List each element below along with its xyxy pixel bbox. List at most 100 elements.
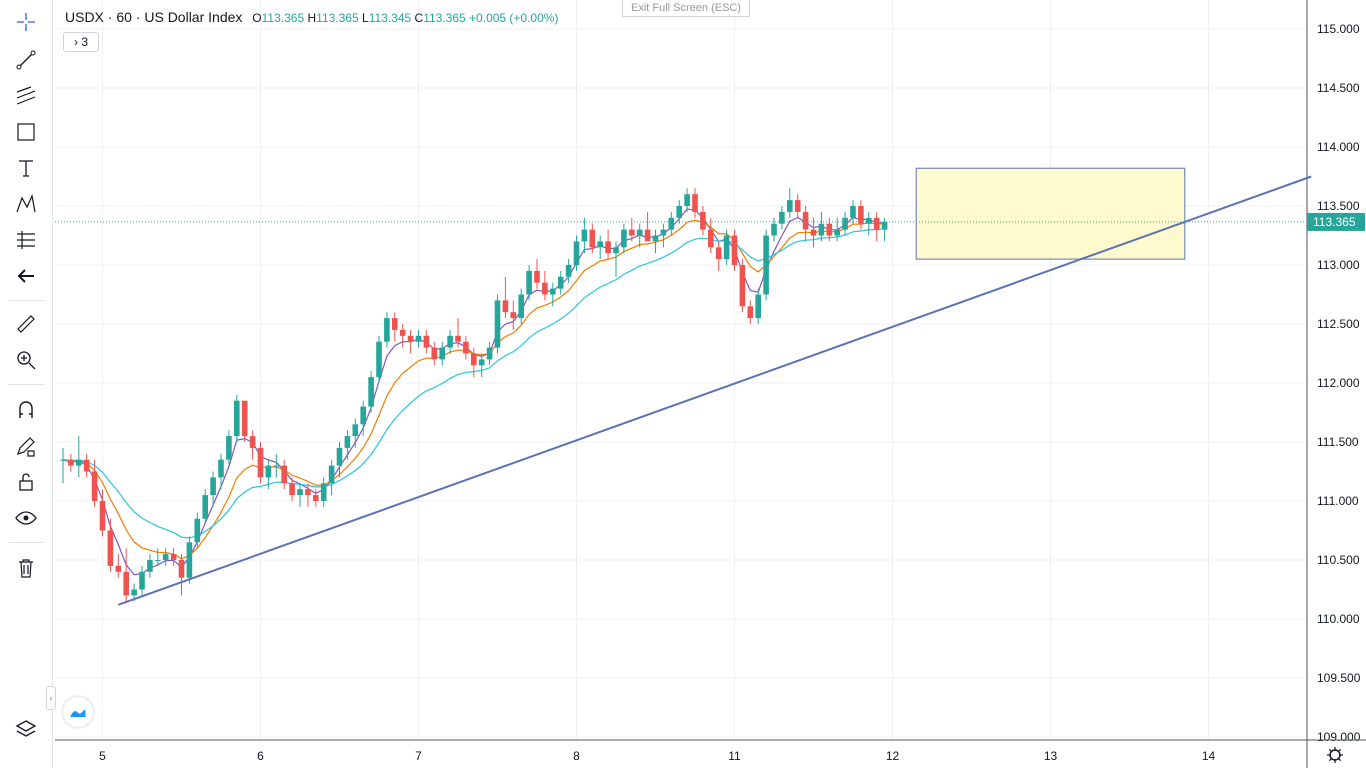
eye-icon[interactable] bbox=[10, 504, 42, 532]
candle-body bbox=[881, 221, 888, 230]
candle-body bbox=[91, 471, 98, 501]
candle-body bbox=[76, 459, 82, 466]
candle-body bbox=[352, 424, 359, 437]
symbol-title: USDX · 60 · US Dollar Index bbox=[65, 9, 243, 25]
candle-body bbox=[399, 329, 406, 336]
candle-body bbox=[194, 518, 201, 543]
candle-body bbox=[273, 465, 280, 467]
tradingview-logo-icon[interactable] bbox=[63, 697, 93, 727]
y-tick-label: 115.000 bbox=[1317, 22, 1360, 36]
edit-lock-icon[interactable] bbox=[10, 432, 42, 460]
lock-icon[interactable] bbox=[10, 468, 42, 496]
candle-body bbox=[447, 335, 453, 348]
rectangle-icon[interactable] bbox=[10, 118, 42, 146]
candle-body bbox=[115, 565, 122, 572]
candle-body bbox=[99, 501, 106, 531]
candle-body bbox=[700, 211, 706, 230]
last-price-label: 113.365 bbox=[1313, 215, 1356, 229]
candle-body bbox=[249, 436, 256, 448]
trend-line-icon[interactable] bbox=[10, 46, 42, 74]
candle-body bbox=[542, 282, 548, 295]
layers-icon[interactable] bbox=[10, 716, 42, 744]
y-tick-label: 114.000 bbox=[1317, 140, 1360, 154]
candle-body bbox=[660, 229, 667, 236]
candle-body bbox=[68, 459, 74, 466]
candle-body bbox=[589, 229, 596, 248]
exit-fullscreen-button[interactable]: Exit Full Screen (ESC) bbox=[622, 0, 750, 17]
x-tick-label: 6 bbox=[257, 749, 264, 763]
last-price-tag bbox=[1307, 212, 1365, 231]
chart-legend: USDX · 60 · US Dollar Index O113.365 H11… bbox=[65, 9, 558, 25]
candle-body bbox=[257, 447, 264, 478]
y-tick-label: 111.500 bbox=[1317, 435, 1359, 449]
candle-body bbox=[873, 217, 880, 230]
candle-body bbox=[644, 229, 651, 242]
magnet-icon[interactable] bbox=[10, 396, 42, 424]
candle-body bbox=[297, 489, 303, 496]
text-icon[interactable] bbox=[10, 154, 42, 182]
candle-body bbox=[763, 235, 769, 295]
candlestick-chart[interactable]: 115.000 114.500 114.000 113.500 113.000 112.5… bbox=[55, 0, 1366, 768]
candle-body bbox=[668, 217, 675, 230]
trend-line bbox=[117, 175, 1312, 606]
candle-body bbox=[834, 229, 840, 236]
candle-body bbox=[60, 459, 66, 461]
indicator-collapse-button[interactable]: › 3 bbox=[63, 32, 99, 52]
candle-body bbox=[218, 459, 224, 478]
ruler-icon[interactable] bbox=[10, 310, 42, 338]
crosshair-icon[interactable] bbox=[10, 8, 42, 36]
candle-body bbox=[486, 347, 493, 360]
candle-body bbox=[376, 341, 382, 378]
candle-body bbox=[613, 247, 619, 254]
candle-body bbox=[170, 554, 177, 560]
change-value: +0.005 (+0.00%) bbox=[469, 11, 559, 25]
high-value: 113.365 bbox=[316, 11, 359, 25]
candle-body bbox=[850, 206, 856, 218]
candle-body bbox=[439, 347, 445, 360]
pattern-icon[interactable] bbox=[10, 190, 42, 218]
exit-fullscreen-label: Exit Full Screen (ESC) bbox=[630, 2, 742, 14]
fib-icon[interactable] bbox=[10, 82, 42, 110]
candle-body bbox=[510, 312, 517, 319]
candle-body bbox=[518, 294, 524, 319]
y-tick-label: 110.500 bbox=[1317, 553, 1360, 567]
candle-body bbox=[866, 217, 872, 224]
low-value: 113.345 bbox=[368, 11, 412, 25]
candle-body bbox=[502, 300, 509, 313]
y-tick-label: 114.500 bbox=[1317, 81, 1360, 95]
candle-body bbox=[471, 353, 477, 366]
candle-body bbox=[526, 270, 532, 295]
zoom-in-icon[interactable] bbox=[10, 346, 42, 374]
candle-body bbox=[226, 436, 232, 460]
candle-body bbox=[747, 306, 754, 319]
back-arrow-icon[interactable] bbox=[10, 262, 42, 290]
candle-body bbox=[478, 359, 485, 366]
forecast-icon[interactable] bbox=[10, 226, 42, 254]
candle-body bbox=[123, 571, 129, 596]
x-tick-label: 11 bbox=[728, 749, 741, 763]
settings-gear-center bbox=[1331, 751, 1339, 759]
candle-body bbox=[202, 495, 208, 519]
candle-body bbox=[715, 247, 722, 260]
candle-body bbox=[842, 217, 848, 230]
x-tick-label: 13 bbox=[1044, 749, 1058, 763]
x-tick-label: 7 bbox=[415, 749, 422, 763]
candle-body bbox=[423, 335, 430, 348]
candle-body bbox=[779, 211, 785, 224]
candle-body bbox=[360, 406, 366, 425]
candle-body bbox=[107, 530, 114, 566]
toolbar-collapse-handle[interactable]: ‹ bbox=[46, 686, 56, 710]
candle-body bbox=[826, 223, 833, 236]
y-tick-label: 113.000 bbox=[1317, 258, 1360, 272]
open-value: 113.365 bbox=[261, 11, 305, 25]
close-value: 113.365 bbox=[423, 11, 466, 25]
candle-body bbox=[810, 229, 817, 236]
candle-body bbox=[368, 377, 374, 407]
candle-body bbox=[629, 229, 635, 236]
candle-body bbox=[162, 554, 169, 560]
drawing-toolbar bbox=[0, 0, 53, 768]
candle-body bbox=[344, 436, 351, 448]
trash-icon[interactable] bbox=[10, 554, 42, 582]
candle-body bbox=[787, 200, 793, 212]
candle-body bbox=[802, 211, 809, 230]
